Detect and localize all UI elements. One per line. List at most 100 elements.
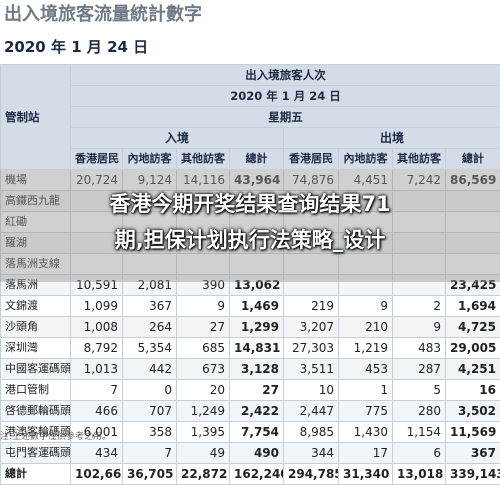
total-cell: 13,018 <box>393 464 446 485</box>
table-cell: 3,128 <box>230 359 284 380</box>
table-cell: 1,249 <box>177 401 230 422</box>
table-cell: 2,447 <box>284 401 339 422</box>
departure-group-header: 出境 <box>284 128 500 149</box>
arrival-group-header: 入境 <box>71 128 284 149</box>
table-cell: 5,354 <box>123 338 177 359</box>
total-cell: 339,143 <box>446 464 500 485</box>
total-cell: 294,785 <box>284 464 339 485</box>
table-cell: 442 <box>123 359 177 380</box>
table-cell: 483 <box>393 338 446 359</box>
table-cell: 453 <box>339 359 393 380</box>
table-cell: 9 <box>339 296 393 317</box>
table-band-date: 2020 年 1 月 24 日 <box>71 86 500 107</box>
table-cell: 17 <box>339 443 393 464</box>
total-cell: 36,705 <box>123 464 177 485</box>
table-cell: 1,469 <box>230 296 284 317</box>
table-cell: 466 <box>71 401 123 422</box>
control-point-name: 啓德郵輪碼頭 <box>1 401 71 422</box>
column-header-row: 香港居民內地訪客其他訪客總計香港居民內地訪客其他訪客總計 <box>1 149 500 170</box>
column-header: 香港居民 <box>284 149 339 170</box>
table-cell: 27 <box>177 317 230 338</box>
page-title: 出入境旅客流量統計數字 <box>4 0 202 26</box>
total-cell: 31,340 <box>339 464 393 485</box>
table-cell: 280 <box>393 401 446 422</box>
control-point-name: 文錦渡 <box>1 296 71 317</box>
table-cell: 9 <box>393 317 446 338</box>
table-cell: 7,754 <box>230 422 284 443</box>
table-cell: 10 <box>284 380 339 401</box>
table-cell: 1,154 <box>393 422 446 443</box>
table-cell: 4,251 <box>446 359 500 380</box>
table-cell: 344 <box>284 443 339 464</box>
total-label: 總計 <box>1 464 71 485</box>
table-cell: 219 <box>284 296 339 317</box>
column-header: 其他訪客 <box>177 149 230 170</box>
total-cell: 22,872 <box>177 464 230 485</box>
table-cell: 367 <box>446 443 500 464</box>
total-cell: 162,240 <box>230 464 284 485</box>
table-cell: 490 <box>230 443 284 464</box>
control-point-name: 港口管制 <box>1 380 71 401</box>
control-point-name: 屯門客運碼頭 <box>1 443 71 464</box>
table-cell: 4,725 <box>446 317 500 338</box>
column-header: 總計 <box>230 149 284 170</box>
table-cell: 707 <box>123 401 177 422</box>
table-cell: 3,502 <box>446 401 500 422</box>
column-header: 內地訪客 <box>123 149 177 170</box>
table-cell: 264 <box>123 317 177 338</box>
table-cell: 29,005 <box>446 338 500 359</box>
table-cell: 8,985 <box>284 422 339 443</box>
column-header: 其他訪客 <box>393 149 446 170</box>
control-point-header: 管制站 <box>1 65 71 170</box>
table-band-title: 出入境旅客人次 <box>71 65 500 86</box>
table-cell: 1,430 <box>339 422 393 443</box>
table-cell: 3,207 <box>284 317 339 338</box>
table-cell: 1,099 <box>71 296 123 317</box>
total-cell: 102,663 <box>71 464 123 485</box>
table-band-weekday: 星期五 <box>71 107 500 128</box>
table-cell: 27,303 <box>284 338 339 359</box>
table-cell: 685 <box>177 338 230 359</box>
table-cell: 358 <box>123 422 177 443</box>
table-cell: 210 <box>339 317 393 338</box>
table-cell: 6 <box>393 443 446 464</box>
column-header: 香港居民 <box>71 149 123 170</box>
table-cell: 7 <box>71 380 123 401</box>
table-cell: 9 <box>177 296 230 317</box>
table-cell: 1,219 <box>339 338 393 359</box>
table-cell: 20 <box>177 380 230 401</box>
column-header: 內地訪客 <box>339 149 393 170</box>
footnote: 注:上述數字僅供參考之用。 <box>0 429 111 442</box>
table-cell: 2,422 <box>230 401 284 422</box>
control-point-name: 深圳灣 <box>1 338 71 359</box>
headline-line-1: 香港今期开奖结果查询结果71 <box>0 188 500 218</box>
table-cell: 367 <box>123 296 177 317</box>
table-cell: 49 <box>177 443 230 464</box>
table-cell: 775 <box>339 401 393 422</box>
column-header: 總計 <box>446 149 500 170</box>
table-cell: 434 <box>71 443 123 464</box>
headline-line-2: 期,担保计划执行法策略_设计 <box>0 224 500 254</box>
page-date: 2020 年 1 月 24 日 <box>4 36 148 57</box>
table-cell: 8,792 <box>71 338 123 359</box>
table-cell: 1 <box>339 380 393 401</box>
table-cell: 5 <box>393 380 446 401</box>
table-cell: 287 <box>393 359 446 380</box>
table-cell: 1,694 <box>446 296 500 317</box>
control-point-name: 中國客運碼頭 <box>1 359 71 380</box>
table-cell: 14,831 <box>230 338 284 359</box>
control-point-name: 沙頭角 <box>1 317 71 338</box>
table-cell: 1,395 <box>177 422 230 443</box>
table-cell: 3,511 <box>284 359 339 380</box>
table-cell: 7 <box>123 443 177 464</box>
total-row: 總計102,66336,70522,872162,240294,78531,34… <box>1 464 500 485</box>
table-cell: 1,299 <box>230 317 284 338</box>
table-cell: 1,013 <box>71 359 123 380</box>
